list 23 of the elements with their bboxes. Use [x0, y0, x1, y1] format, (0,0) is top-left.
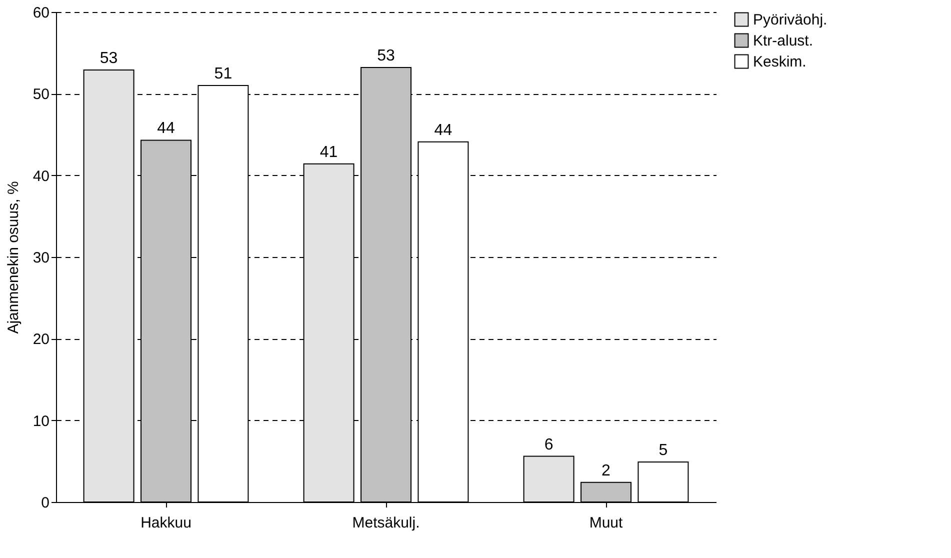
- legend-label: Keskim.: [753, 54, 806, 70]
- data-label: 44: [434, 122, 452, 139]
- legend-label: Ktr-alust.: [753, 32, 814, 50]
- data-label: 53: [100, 50, 118, 67]
- y-tick-label: 40: [32, 168, 50, 185]
- y-axis-title: Ajanmenekin osuus, %: [4, 181, 22, 334]
- data-label: 51: [214, 66, 232, 82]
- y-tick-label: 20: [32, 331, 50, 348]
- y-tick-label: 10: [32, 412, 50, 430]
- y-tick-label: 50: [32, 86, 50, 104]
- data-label: 44: [157, 120, 175, 138]
- data-label: 5: [658, 442, 668, 459]
- data-label: 2: [602, 462, 611, 480]
- data-label: 41: [320, 144, 338, 161]
- y-tick-label: 60: [32, 4, 50, 22]
- data-label: 6: [544, 436, 554, 454]
- legend-label: Pyöriväohj.: [753, 12, 828, 28]
- y-tick-label: 0: [41, 494, 50, 512]
- data-label: 53: [377, 48, 395, 65]
- y-tick-label: 30: [32, 250, 50, 266]
- x-tick-label: Muut: [589, 514, 624, 532]
- x-tick-label: Hakkuu: [140, 514, 192, 532]
- x-tick-label: Metsäkulj.: [352, 514, 420, 532]
